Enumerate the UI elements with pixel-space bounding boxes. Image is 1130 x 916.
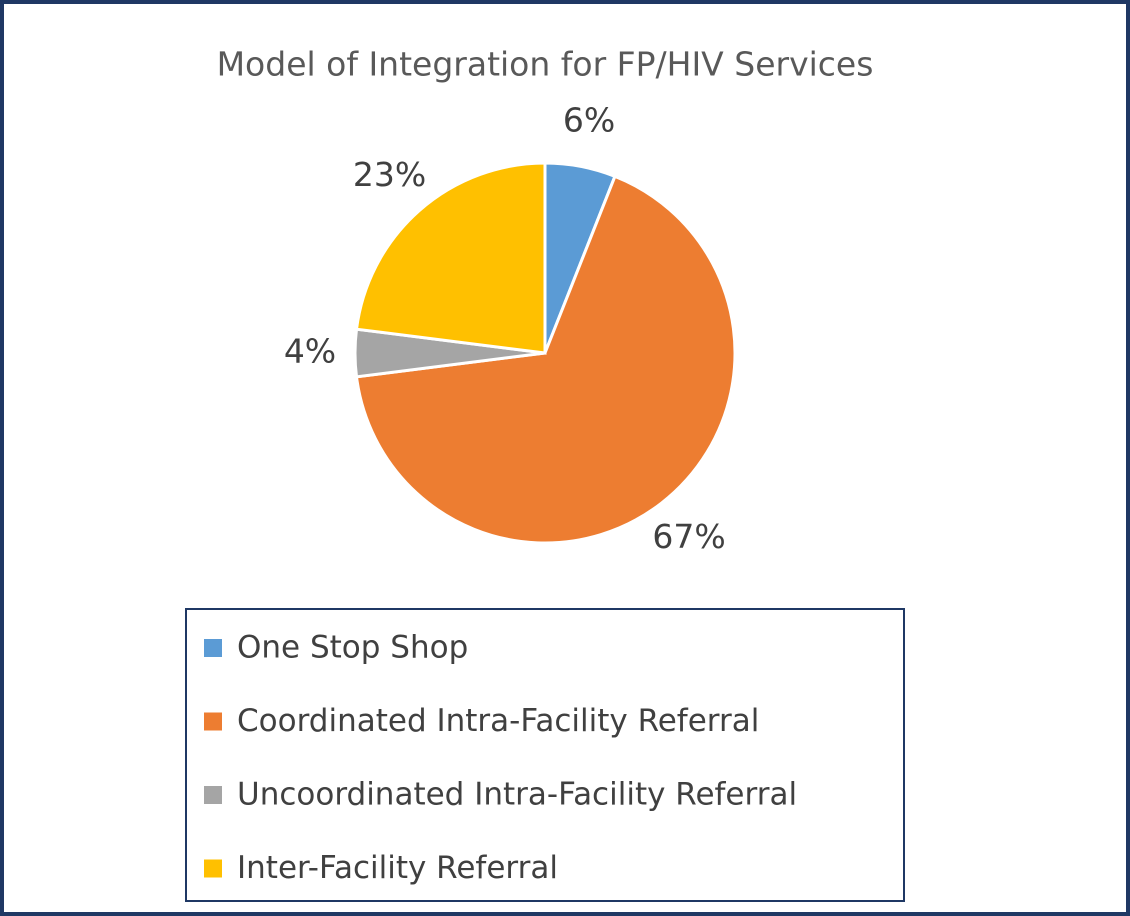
- legend-box: [185, 608, 905, 902]
- legend-swatch: [204, 859, 222, 878]
- legend-swatch: [204, 639, 222, 657]
- pie-slice: [354, 161, 547, 355]
- legend-swatch: [204, 712, 222, 731]
- legend-label: Inter-Facility Referral: [237, 850, 558, 886]
- data-label: 4%: [284, 332, 336, 371]
- data-label: 6%: [563, 101, 615, 140]
- legend-label: One Stop Shop: [237, 630, 468, 666]
- chart-title: Model of Integration for FP/HIV Services: [217, 45, 874, 84]
- data-label: 67%: [652, 517, 725, 556]
- legend-label: Uncoordinated Intra-Facility Referral: [237, 777, 797, 813]
- legend-label: Coordinated Intra-Facility Referral: [237, 703, 759, 739]
- legend-swatch: [204, 786, 222, 804]
- pie-slice: [354, 174, 737, 545]
- data-label: 23%: [353, 155, 426, 194]
